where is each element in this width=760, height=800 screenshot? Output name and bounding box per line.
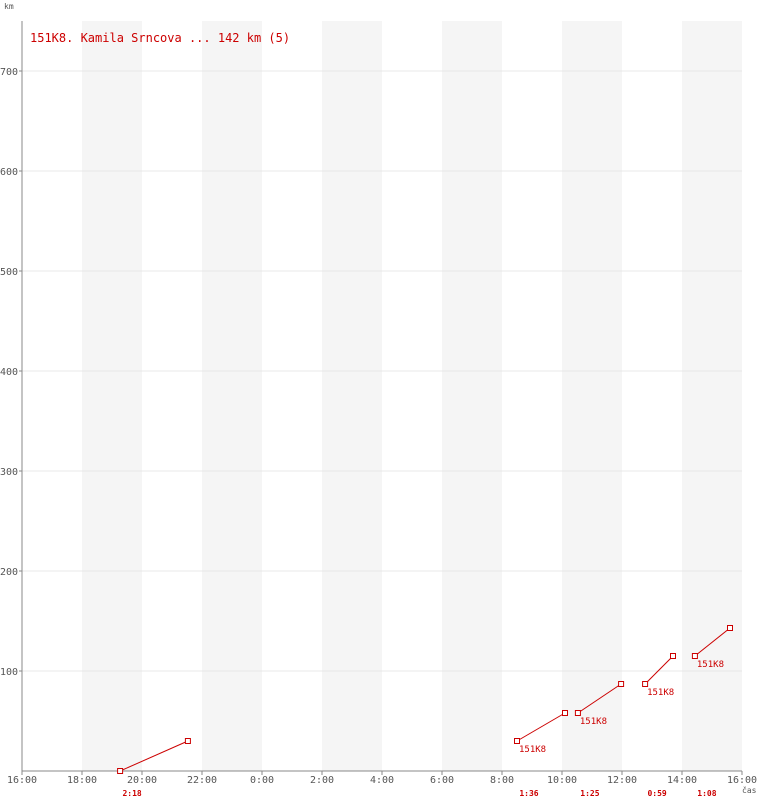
segment-line	[694, 627, 731, 657]
x-tick-label: 10:00	[547, 775, 577, 786]
point-label: 151K8	[647, 688, 674, 698]
y-tick-label: 700	[0, 67, 18, 78]
x-tick-label: 4:00	[370, 775, 394, 786]
bands	[82, 21, 742, 771]
x-tick-label: 6:00	[430, 775, 454, 786]
point	[184, 738, 191, 744]
x-tick-label: 8:00	[490, 775, 514, 786]
point	[727, 625, 733, 631]
point	[642, 681, 649, 687]
x-tick-label: 22:00	[187, 775, 217, 786]
point-label: 151K8	[580, 717, 607, 727]
y-tick-label: 100	[0, 667, 18, 678]
y-tick-label: 600	[0, 167, 18, 178]
duration-label: 1:08	[697, 789, 716, 798]
x-axis-label: čas	[742, 785, 757, 795]
segment-line	[119, 740, 189, 772]
x-tick-label: 20:00	[127, 775, 157, 786]
segment-line	[644, 655, 674, 685]
duration-label: 1:36	[519, 789, 538, 798]
point	[514, 738, 520, 744]
band	[442, 21, 502, 771]
x-tick-label: 16:00	[727, 775, 757, 786]
duration-label: 1:25	[580, 789, 599, 798]
x-tick-label: 2:00	[310, 775, 334, 786]
segment-line	[577, 683, 622, 714]
band	[202, 21, 262, 771]
y-axis-label: km	[4, 2, 14, 11]
point	[562, 710, 568, 716]
x-tick-label: 0:00	[250, 775, 274, 786]
y-tick-label: 500	[0, 267, 18, 278]
y-tick-label: 400	[0, 367, 18, 378]
duration-label: 0:59	[647, 789, 666, 798]
x-tick-label: 12:00	[607, 775, 637, 786]
point	[618, 681, 625, 687]
y-tick-label: 300	[0, 467, 18, 478]
point-label: 151K8	[697, 660, 724, 670]
duration-label: 2:18	[122, 789, 141, 798]
y-tick-label: 200	[0, 567, 18, 578]
band	[322, 21, 382, 771]
x-tick-label: 16:00	[7, 775, 37, 786]
point	[691, 653, 698, 659]
point-label: 151K8	[519, 745, 546, 755]
band	[562, 21, 622, 771]
x-tick-label: 14:00	[667, 775, 697, 786]
segment-line	[516, 712, 566, 742]
point	[574, 710, 581, 716]
point	[670, 653, 676, 659]
x-tick-label: 18:00	[67, 775, 97, 786]
band	[682, 21, 742, 771]
legend-text: 151K8. Kamila Srncova ... 142 km (5)	[30, 31, 290, 45]
point	[117, 768, 124, 774]
band	[82, 21, 142, 771]
